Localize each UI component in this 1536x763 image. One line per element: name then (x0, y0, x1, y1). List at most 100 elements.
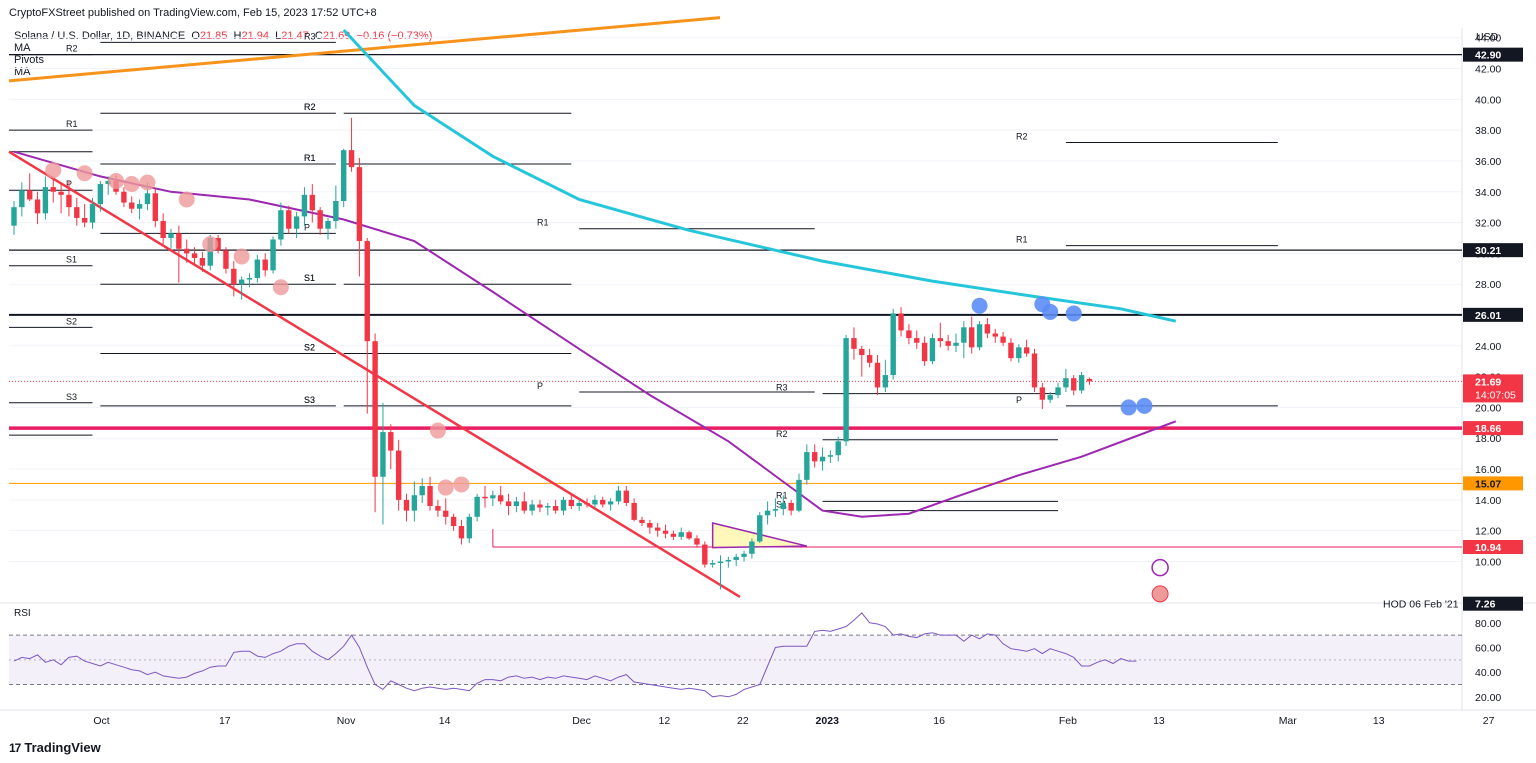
candle-body (97, 184, 104, 205)
candle-body (348, 150, 355, 168)
candle-body (42, 187, 49, 214)
candle-body (921, 342, 928, 362)
candle-body (757, 515, 763, 542)
candle-body (780, 502, 786, 510)
candle-body (325, 221, 331, 229)
price-tick: 14.00 (1475, 495, 1501, 507)
price-tick: 12.00 (1475, 526, 1501, 538)
chart-legend: Solana / U.S. Dollar, 1D, BINANCE O21.85… (14, 30, 432, 78)
red-dot (453, 476, 470, 493)
price-label-bg (1463, 596, 1523, 611)
pivot-label: R1 (776, 490, 788, 500)
candle-body (552, 506, 559, 511)
candle-body (607, 501, 614, 505)
red-dot (139, 174, 156, 191)
pivot-label: R1 (304, 153, 316, 163)
low-value: 21.47 (281, 30, 309, 42)
price-label: 42.90 (1475, 50, 1501, 62)
symbol-row: Solana / U.S. Dollar, 1D, BINANCE O21.85… (14, 30, 432, 42)
pivot-label: S2 (304, 343, 315, 353)
time-tick: 13 (1153, 715, 1165, 727)
candle-body (961, 327, 967, 343)
red-dot (178, 191, 195, 208)
candle-body (1086, 378, 1093, 382)
red-dot (108, 172, 125, 189)
candle-body (670, 533, 677, 537)
candle-body (631, 502, 637, 520)
price-tick: 28.00 (1475, 279, 1501, 291)
candle-body (341, 150, 347, 201)
candle-body (521, 501, 527, 511)
candle-body (1071, 378, 1077, 391)
candle-body (584, 502, 590, 505)
candle-body (827, 455, 834, 457)
candle-body (309, 194, 315, 211)
candle-body (529, 504, 535, 511)
open-value: 21.85 (199, 30, 228, 42)
pivot-label: S2 (66, 316, 77, 326)
candle-body (498, 495, 504, 502)
rsi-title: RSI (14, 608, 31, 619)
candle-body (317, 210, 323, 229)
rsi-tick: 60.00 (1475, 642, 1501, 654)
candle-body (796, 479, 802, 511)
candle-body (725, 559, 732, 562)
candle-body (411, 495, 418, 511)
pivot-label: S3 (304, 395, 315, 405)
grid (0, 28, 1536, 711)
candle-body (537, 504, 543, 508)
price-label-bg (1463, 421, 1523, 436)
moving-averages (13, 28, 1177, 518)
candle-body (788, 502, 794, 511)
candle-body (74, 207, 80, 218)
time-tick: 2023 (816, 715, 840, 727)
candle-body (678, 532, 684, 537)
price-tick: 32.00 (1475, 218, 1501, 230)
price-tick: 36.00 (1475, 156, 1501, 168)
candle-body (914, 338, 920, 343)
price-tick: 42.00 (1475, 64, 1501, 76)
blue-dot (971, 297, 988, 314)
pivot-label: R2 (1016, 131, 1028, 141)
time-tick: Mar (1279, 715, 1298, 727)
candle-body (655, 527, 661, 531)
close-label: C (314, 30, 323, 42)
candle-body (929, 338, 936, 362)
candle-body (66, 194, 72, 208)
candle-body (395, 450, 402, 500)
indicator-ma-1[interactable]: MA (14, 42, 31, 54)
candle-body (474, 496, 480, 517)
candle-body (851, 338, 857, 349)
candle-body (984, 324, 991, 334)
blue-dot (1136, 397, 1153, 414)
orange-trend-line (8, 16, 721, 83)
rsi-tick: 80.00 (1475, 618, 1501, 630)
candle-body (804, 452, 810, 480)
candle-body (450, 516, 457, 527)
price-tick: 16.00 (1475, 464, 1501, 476)
red-dot (429, 422, 446, 439)
candle-body (764, 510, 771, 516)
pivot-label: P (537, 381, 543, 391)
candle-body (866, 355, 873, 363)
candle-body (992, 333, 998, 337)
candle-body (1000, 336, 1006, 343)
red-dot (202, 236, 219, 253)
time-tick: 17 (219, 715, 231, 727)
indicator-pivots[interactable]: Pivots (14, 54, 44, 66)
annotation-dots (45, 162, 1169, 603)
price-label: 18.66 (1475, 423, 1501, 435)
price-label-bg (1463, 374, 1523, 403)
tradingview-brand[interactable]: 17 TradingView (9, 740, 101, 755)
candle-body (1023, 347, 1030, 354)
candle-body (81, 217, 88, 223)
symbol-name[interactable]: Solana / U.S. Dollar, 1D, BINANCE (14, 30, 186, 42)
time-tick: 16 (933, 715, 945, 727)
candle-body (843, 338, 849, 442)
red-dot (437, 479, 454, 496)
candle-body (717, 561, 724, 564)
candle-body (945, 341, 951, 346)
candle-body (819, 456, 826, 462)
